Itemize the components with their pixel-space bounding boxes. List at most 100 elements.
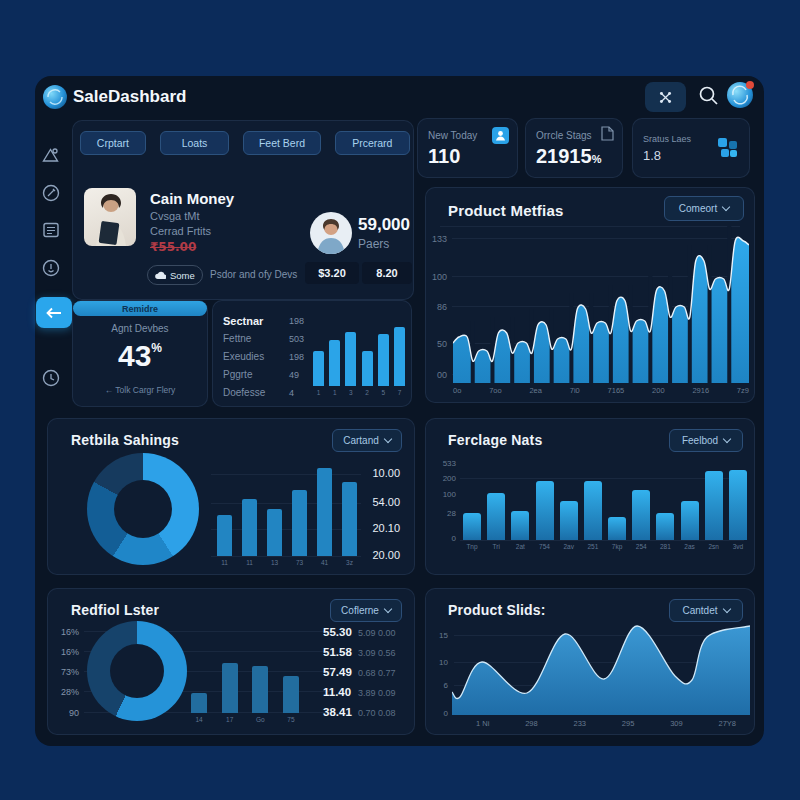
chevron-down-icon bbox=[384, 435, 392, 443]
bar-column: 251 bbox=[584, 468, 602, 552]
ferclage-card: Ferclage Nats Feelbod 533 200 100 28 0 T… bbox=[425, 418, 755, 575]
bar bbox=[283, 676, 299, 713]
x-axis-labels: 1 Ni 298 233 295 309 27Y8 bbox=[476, 719, 736, 728]
sidebar-item-documents[interactable] bbox=[40, 219, 62, 241]
value-label: 54.00 bbox=[354, 496, 400, 508]
bar bbox=[511, 511, 529, 540]
bar bbox=[329, 340, 340, 386]
donut-hole bbox=[110, 644, 164, 698]
bar-column: 754 bbox=[536, 468, 554, 552]
x-axis-labels: 0o 7oo 2ea 7i0 7165 200 2916 7z9 bbox=[453, 386, 749, 395]
followers-label: Paers bbox=[358, 237, 389, 251]
grid-icon bbox=[717, 137, 739, 163]
x-axis-label: 233 bbox=[573, 719, 586, 728]
remidre-header[interactable]: Remidre bbox=[73, 301, 207, 316]
redfiol-card: Redfiol Lster Coflerne 16% 16% 73% 28% 9… bbox=[47, 588, 415, 735]
bar bbox=[729, 470, 747, 540]
sectnar-row-value: 49 bbox=[289, 370, 299, 380]
bar-label: Go bbox=[256, 713, 265, 725]
search-button[interactable] bbox=[697, 84, 721, 108]
tab-feet-berd[interactable]: Feet Berd bbox=[243, 131, 320, 155]
stat-value: 110 bbox=[428, 145, 460, 168]
edit-icon bbox=[40, 182, 62, 204]
profile-old-price: ₹55.00 bbox=[150, 240, 196, 254]
bar-label: 2 bbox=[365, 386, 369, 398]
tab-prcerard[interactable]: Prcerard bbox=[335, 131, 410, 155]
sidebar-item-history[interactable] bbox=[40, 367, 62, 389]
value-label: 20.10 bbox=[354, 522, 400, 534]
sidebar-item-media[interactable] bbox=[40, 144, 62, 166]
remidre-sub: Agnt Devbes bbox=[73, 323, 207, 334]
bar bbox=[222, 663, 238, 713]
price-button-1[interactable]: $3.20 bbox=[305, 262, 359, 284]
bar-label: 1 bbox=[333, 386, 337, 398]
value-label: 10.00 bbox=[354, 467, 400, 479]
sidebar-item-edit[interactable] bbox=[40, 182, 62, 204]
x-axis-label: 27Y8 bbox=[718, 719, 736, 728]
bar-column: 2as bbox=[681, 468, 699, 552]
ferclage-dropdown[interactable]: Feelbod bbox=[669, 429, 743, 452]
row-detail: 0.68 0.77 bbox=[358, 668, 396, 678]
bar-label: 5 bbox=[381, 386, 385, 398]
bar-label: 281 bbox=[660, 540, 671, 552]
x-axis-label: 2916 bbox=[692, 386, 709, 395]
y-axis-label: 10 bbox=[434, 658, 448, 667]
sectnar-row-label: Sectnar bbox=[223, 315, 263, 327]
bar-column: 13 bbox=[267, 464, 282, 568]
x-axis-label: 7z9 bbox=[737, 386, 749, 395]
bar-label: 11 bbox=[221, 556, 228, 568]
tab-loats[interactable]: Loats bbox=[160, 131, 230, 155]
sectnar-bar-chart: 113257 bbox=[313, 324, 405, 398]
sectnar-row-value: 4 bbox=[289, 388, 294, 398]
user-badge-icon bbox=[492, 127, 509, 144]
tab-crptart[interactable]: Crptart bbox=[80, 131, 146, 155]
row-value: 11.40 bbox=[323, 686, 351, 698]
y-axis-label: 6 bbox=[434, 681, 448, 690]
bar-column: 2 bbox=[362, 324, 373, 398]
sliced-area-chart bbox=[453, 226, 749, 383]
bar-label: Tri bbox=[493, 540, 500, 552]
product-slids-card: Product Slids: Cantdet 15 10 6 0 1 Ni 29… bbox=[425, 588, 755, 735]
bar-label: 2sn bbox=[708, 540, 718, 552]
x-axis-label: 7oo bbox=[489, 386, 502, 395]
bar bbox=[378, 334, 389, 386]
power-icon bbox=[40, 257, 62, 279]
x-axis-label: 7165 bbox=[608, 386, 625, 395]
bar-column: 11 bbox=[242, 464, 257, 568]
some-button[interactable]: Some bbox=[147, 265, 203, 285]
bar bbox=[362, 351, 373, 386]
back-button[interactable] bbox=[36, 297, 72, 328]
stat-suffix: % bbox=[592, 153, 602, 165]
metrics-dropdown[interactable]: Comeort bbox=[664, 196, 744, 221]
bar bbox=[342, 482, 357, 556]
price-button-2[interactable]: 8.20 bbox=[362, 262, 412, 284]
bar bbox=[292, 490, 307, 556]
profile-photo bbox=[84, 188, 136, 246]
bar bbox=[267, 509, 282, 556]
stat-label: Orrcle Stags bbox=[536, 130, 592, 141]
followers-value: 59,000 bbox=[358, 215, 410, 235]
x-axis-label: 295 bbox=[622, 719, 635, 728]
bar-label: 73 bbox=[296, 556, 303, 568]
share-button[interactable] bbox=[645, 82, 686, 112]
bar bbox=[345, 332, 356, 386]
sidebar-item-power[interactable] bbox=[40, 257, 62, 279]
bar-column: 254 bbox=[632, 468, 650, 552]
bar-column: 1 bbox=[329, 324, 340, 398]
bar-column: 7 bbox=[394, 324, 405, 398]
avatar[interactable] bbox=[727, 82, 753, 108]
retbila-dropdown[interactable]: Cartand bbox=[332, 429, 402, 452]
x-axis-label: 309 bbox=[670, 719, 683, 728]
y-axis-label: 86 bbox=[426, 302, 447, 312]
redfiol-dropdown[interactable]: Coflerne bbox=[330, 599, 402, 622]
bar-label: 3 bbox=[349, 386, 353, 398]
bar-column: 5 bbox=[378, 324, 389, 398]
dropdown-label: Cartand bbox=[343, 435, 379, 446]
y-axis-label: 0 bbox=[434, 534, 456, 543]
x-axis-label: 200 bbox=[652, 386, 665, 395]
remidre-value: 43% bbox=[73, 339, 207, 373]
row-detail: 5.09 0.00 bbox=[358, 628, 396, 638]
bar bbox=[560, 501, 578, 540]
y-axis-label: 200 bbox=[434, 474, 456, 483]
some-label: Some bbox=[170, 270, 195, 281]
